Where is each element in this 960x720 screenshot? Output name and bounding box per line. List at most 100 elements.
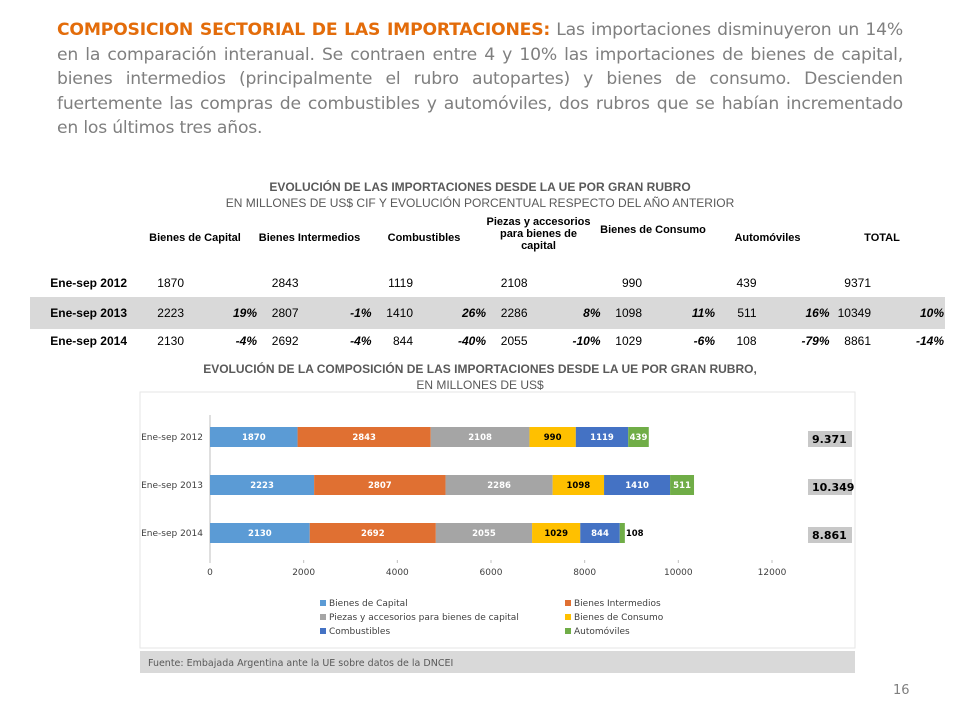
- table-value: 990: [621, 276, 642, 290]
- table-change: 16%: [805, 306, 830, 320]
- bar-label: 2108: [468, 433, 492, 443]
- x-tick-label: 6000: [480, 568, 503, 578]
- bar-label: 1098: [567, 481, 591, 491]
- bar-segment: [552, 475, 605, 495]
- bar-label: 108: [626, 529, 644, 539]
- bar-label: 1119: [590, 433, 614, 443]
- legend-swatch: [565, 600, 571, 606]
- table-change: 26%: [461, 306, 486, 320]
- legend-label: Piezas y accesorios para bienes de capit…: [329, 613, 519, 623]
- table-value: 1098: [615, 306, 642, 320]
- row-label: Ene-sep 2012: [50, 276, 127, 290]
- row-band: [30, 297, 945, 329]
- bar-segment: [210, 523, 310, 543]
- legend-swatch: [565, 628, 571, 634]
- bar-segment: [445, 475, 553, 495]
- table-value: 1870: [157, 276, 184, 290]
- column-header: Bienes de Consumo: [600, 224, 706, 236]
- bar-label: 2223: [250, 481, 274, 491]
- bar-label: 1029: [544, 529, 568, 539]
- legend-label: Bienes de Capital: [329, 599, 408, 609]
- total-box: [808, 431, 852, 447]
- bar-label: 2286: [487, 481, 511, 491]
- column-header: Automóviles: [734, 232, 801, 244]
- category-label: Ene-sep 2012: [141, 433, 203, 443]
- bar-segment: [314, 475, 446, 495]
- bar-label: 2807: [368, 481, 392, 491]
- table: Bienes de Capital Bienes Intermedios Combu…: [30, 216, 945, 348]
- legend-swatch: [565, 614, 571, 620]
- table-value: 1410: [386, 306, 413, 320]
- table-value: 9371: [844, 276, 871, 290]
- column-header: Piezas y accesorios para bienes de capit…: [486, 216, 591, 252]
- bar-label: 511: [673, 481, 691, 491]
- bar-segment: [297, 427, 431, 447]
- bar-segment: [210, 475, 315, 495]
- table-change: -6%: [693, 334, 715, 348]
- category-label: Ene-sep 2013: [141, 481, 203, 491]
- table-value: 2223: [157, 306, 184, 320]
- bar-label: 2692: [361, 529, 385, 539]
- chart-subtitle: EN MILLONES DE US$: [416, 378, 544, 392]
- bar-segment: [532, 523, 581, 543]
- x-tick-label: 10000: [664, 568, 693, 578]
- row-label: Ene-sep 2014: [50, 334, 127, 348]
- bar-label: 844: [591, 529, 609, 539]
- legend-label: Bienes Intermedios: [574, 599, 661, 609]
- bar-label: 990: [544, 433, 562, 443]
- bar-label: 2843: [352, 433, 376, 443]
- table-change: -1%: [350, 306, 372, 320]
- chart-title: EVOLUCIÓN DE LA COMPOSICIÓN DE LAS IMPOR…: [203, 362, 757, 376]
- column-header: TOTAL: [864, 232, 900, 244]
- column-header: Bienes Intermedios: [258, 232, 361, 244]
- total-label: 9.371: [812, 433, 847, 446]
- page-number: 16: [893, 683, 910, 698]
- table-value: 2055: [500, 334, 528, 348]
- bar-segment: [670, 475, 695, 495]
- bar-segment: [619, 523, 625, 543]
- source-box: [140, 651, 855, 673]
- table-value: 2286: [500, 306, 528, 320]
- row-label: Ene-sep 2013: [50, 306, 127, 320]
- legend-label: Combustibles: [329, 627, 390, 637]
- table-value: 108: [736, 334, 757, 348]
- table-value: 8861: [844, 334, 871, 348]
- table-value: 2807: [271, 306, 299, 320]
- bar-segment: [435, 523, 533, 543]
- total-label: 10.349: [812, 481, 854, 494]
- total-label: 8.861: [812, 529, 847, 542]
- legend-swatch: [320, 614, 326, 620]
- table-change: -40%: [457, 334, 486, 348]
- table-change: 19%: [232, 306, 257, 320]
- bar-segment: [309, 523, 436, 543]
- x-tick-label: 2000: [292, 568, 315, 578]
- bar-label: 2055: [472, 529, 496, 539]
- table-value: 2108: [500, 276, 528, 290]
- table-value: 2130: [157, 334, 184, 348]
- legend-swatch: [320, 600, 326, 606]
- table-change: -4%: [235, 334, 257, 348]
- heading-body: Las importaciones disminuyeron un 14% en…: [57, 20, 903, 138]
- table-value: 2692: [271, 334, 299, 348]
- bar-segment: [628, 427, 649, 447]
- bar-segment: [430, 427, 530, 447]
- table-change: 8%: [583, 306, 601, 320]
- table-value: 1029: [615, 334, 642, 348]
- bar-segment: [575, 427, 629, 447]
- table-change: 10%: [919, 306, 944, 320]
- table-value: 2843: [271, 276, 299, 290]
- bar-segment: [580, 523, 620, 543]
- total-box: [808, 527, 852, 543]
- table-value: 10349: [837, 306, 871, 320]
- chart-frame: [139, 391, 856, 649]
- x-tick-label: 4000: [386, 568, 409, 578]
- table-change: -4%: [350, 334, 372, 348]
- heading-title: COMPOSICION SECTORIAL DE LAS IMPORTACION…: [57, 20, 551, 40]
- x-tick-label: 12000: [758, 568, 787, 578]
- table-value: 439: [736, 276, 757, 290]
- bar-segment: [529, 427, 576, 447]
- table-change: -10%: [572, 334, 601, 348]
- legend-label: Automóviles: [574, 626, 630, 637]
- table-change: -79%: [801, 334, 830, 348]
